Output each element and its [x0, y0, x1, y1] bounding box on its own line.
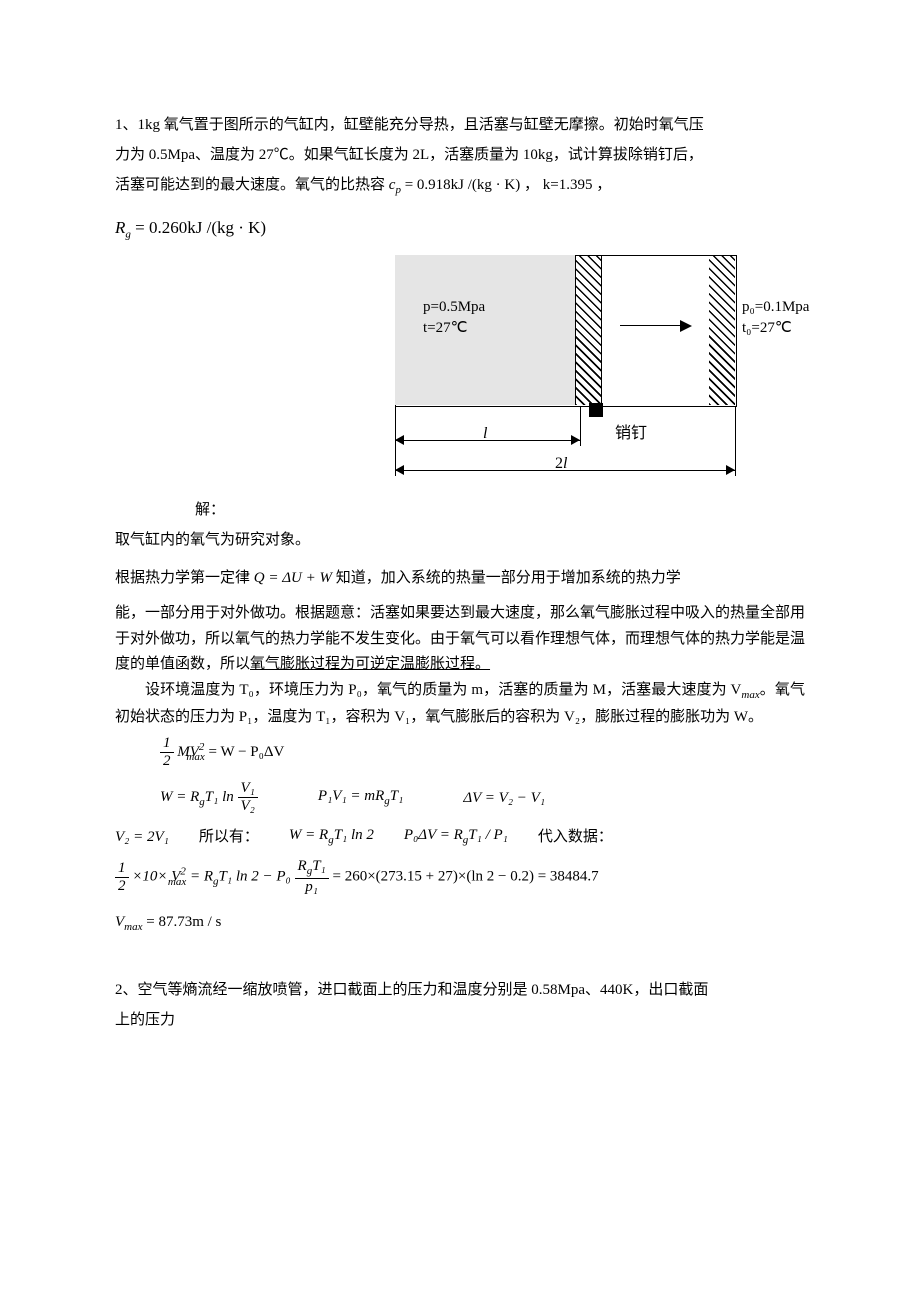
dim-arrow-left2-icon	[386, 465, 404, 475]
eq3b-end: T₁ ln 2	[334, 827, 374, 843]
eq4-f2n-end: T₁	[312, 858, 326, 874]
eq2b-a: P₁V₁ = mR	[318, 788, 384, 804]
pin-block	[589, 403, 603, 417]
dim-arrow-right2-icon	[726, 465, 744, 475]
eq2a-mid: T₁ ln	[205, 789, 234, 805]
eq4-d: = 260×(273.15 + 27)×(ln 2 − 0.2) = 38484…	[333, 869, 599, 885]
eq2a-a: W = R	[160, 789, 199, 805]
gas-t: t=27℃	[423, 320, 467, 336]
gas-p: p=0.5Mpa	[423, 299, 485, 315]
eq1-sub: max	[186, 751, 204, 763]
sol-s4: 设环境温度为 T₀，环境压力为 P₀，氧气的质量为 m，活塞的质量为 M，活塞最…	[115, 678, 805, 730]
rg-val: = 0.260kJ /(kg · K)	[131, 218, 266, 237]
dim-arrow-right-icon	[571, 435, 589, 445]
problem2-line2: 上的压力	[115, 1005, 805, 1035]
dim-label-2l: 2l	[555, 448, 567, 480]
equation-5: Vmax = 87.73m / s	[115, 913, 805, 934]
s4-sub: max	[741, 689, 759, 701]
eq1-n: 1	[160, 736, 174, 753]
eq4-c: T₁ ln 2 − P₀	[219, 869, 291, 885]
document-page: 1、1kg 氧气置于图所示的气缸内，缸壁能充分导热，且活塞与缸壁无摩擦。初始时氧…	[0, 0, 920, 1075]
equation-1: 12 MV2max = W − P₀ΔV	[115, 736, 805, 769]
dim-label-l: l	[483, 418, 487, 450]
dim-arrow-left-icon	[386, 435, 404, 445]
eq3c-a: P₀ΔV = R	[404, 827, 463, 843]
equation-row-2: W = RgT₁ ln V₁V₂ P₁V₁ = mRgT₁ ΔV = V₂ − …	[115, 781, 805, 814]
sol-s2: 根据热力学第一定律 Q = ΔU + W 知道，加入系统的热量一部分用于增加系统…	[115, 563, 805, 593]
s2-eq: Q = ΔU + W	[254, 570, 332, 586]
piston-hatch	[575, 255, 602, 405]
p1-l3-text: 活塞可能达到的最大速度。氧气的比热容	[115, 177, 385, 193]
env-p: p₀=0.1Mpa	[742, 299, 809, 315]
sol-s3: 能，一部分用于对外做功。根据题意：活塞如果要达到最大速度，那么氧气膨胀过程中吸入…	[115, 601, 805, 678]
dim-2l-l: l	[563, 455, 567, 472]
eq5-sub: max	[124, 921, 142, 933]
equation-row-3: V₂ = 2V₁ 所以有： W = RgT₁ ln 2 P₀ΔV = RgT₁ …	[115, 826, 805, 847]
cylinder-figure: p=0.5Mpa t=27℃ p₀=0.1Mpa t₀=27℃ l 销钉 2l	[395, 255, 795, 485]
rg-line: Rg = 0.260kJ /(kg · K)	[115, 211, 805, 245]
env-label: p₀=0.1Mpa t₀=27℃	[742, 297, 809, 339]
eq5-v: V	[115, 914, 124, 930]
eq2a-fd: V₂	[238, 798, 258, 814]
eq3c-end: T₁ / P₁	[468, 827, 508, 843]
eq4-d: 2	[115, 878, 129, 894]
s3-underline: 氧气膨胀过程为可逆定温膨胀过程。	[250, 656, 490, 672]
eq4-b: = R	[190, 869, 213, 885]
k-text: ， k=1.395 ，	[524, 177, 611, 193]
eq4-sub: max	[168, 876, 186, 888]
gas-label: p=0.5Mpa t=27℃	[423, 297, 485, 339]
eq1-d: 2	[160, 753, 174, 769]
s4a: 设环境温度为 T₀，环境压力为 P₀，氧气的质量为 m，活塞的质量为 M，活塞最…	[145, 682, 741, 698]
eq3b-a: W = R	[289, 827, 328, 843]
eq4-n: 1	[115, 861, 129, 878]
problem2-line1: 2、空气等熵流经一缩放喷管，进口截面上的压力和温度分别是 0.58Mpa、440…	[115, 975, 805, 1005]
problem1-line1: 1、1kg 氧气置于图所示的气缸内，缸壁能充分导热，且活塞与缸壁无摩擦。初始时氧…	[115, 110, 805, 140]
env-t: t₀=27℃	[742, 320, 792, 336]
eq4-f2d: p₁	[295, 879, 329, 895]
solution-label: 解：	[115, 495, 805, 525]
figure-container: p=0.5Mpa t=27℃ p₀=0.1Mpa t₀=27℃ l 销钉 2l	[115, 255, 805, 485]
eq2c: ΔV = V₂ − V₁	[463, 789, 545, 807]
rg-sym: R	[115, 218, 125, 237]
eq3-txt1: 所以有：	[199, 828, 259, 846]
s2a: 根据热力学第一定律	[115, 570, 250, 586]
dim-line-l	[395, 440, 580, 441]
eq3a: V₂ = 2V₁	[115, 828, 169, 846]
pin-label: 销钉	[615, 418, 647, 450]
equation-4: 12 ×10× V2max = RgT₁ ln 2 − P₀ RgT₁p₁ = …	[115, 859, 805, 895]
problem1-line3: 活塞可能达到的最大速度。氧气的比热容 cp = 0.918kJ /(kg · K…	[115, 170, 805, 201]
sol-s1: 取气缸内的氧气为研究对象。	[115, 525, 805, 555]
end-wall-hatch	[709, 255, 735, 405]
cp-val: = 0.918kJ /(kg · K)	[401, 177, 520, 193]
eq1-rhs: = W − P₀ΔV	[209, 744, 285, 760]
s2b: 知道，加入系统的热量一部分用于增加系统的热力学	[336, 570, 681, 586]
eq5-end: = 87.73m / s	[143, 914, 222, 930]
arrow-icon	[620, 325, 690, 326]
problem1-line2: 力为 0.5Mpa、温度为 27℃。如果气缸长度为 2L，活塞质量为 10kg，…	[115, 140, 805, 170]
eq2b-end: T₁	[390, 788, 404, 804]
eq3-txt2: 代入数据：	[538, 828, 613, 846]
eq2a-fn: V₁	[238, 781, 258, 798]
eq4-f2n-a: R	[298, 858, 307, 874]
